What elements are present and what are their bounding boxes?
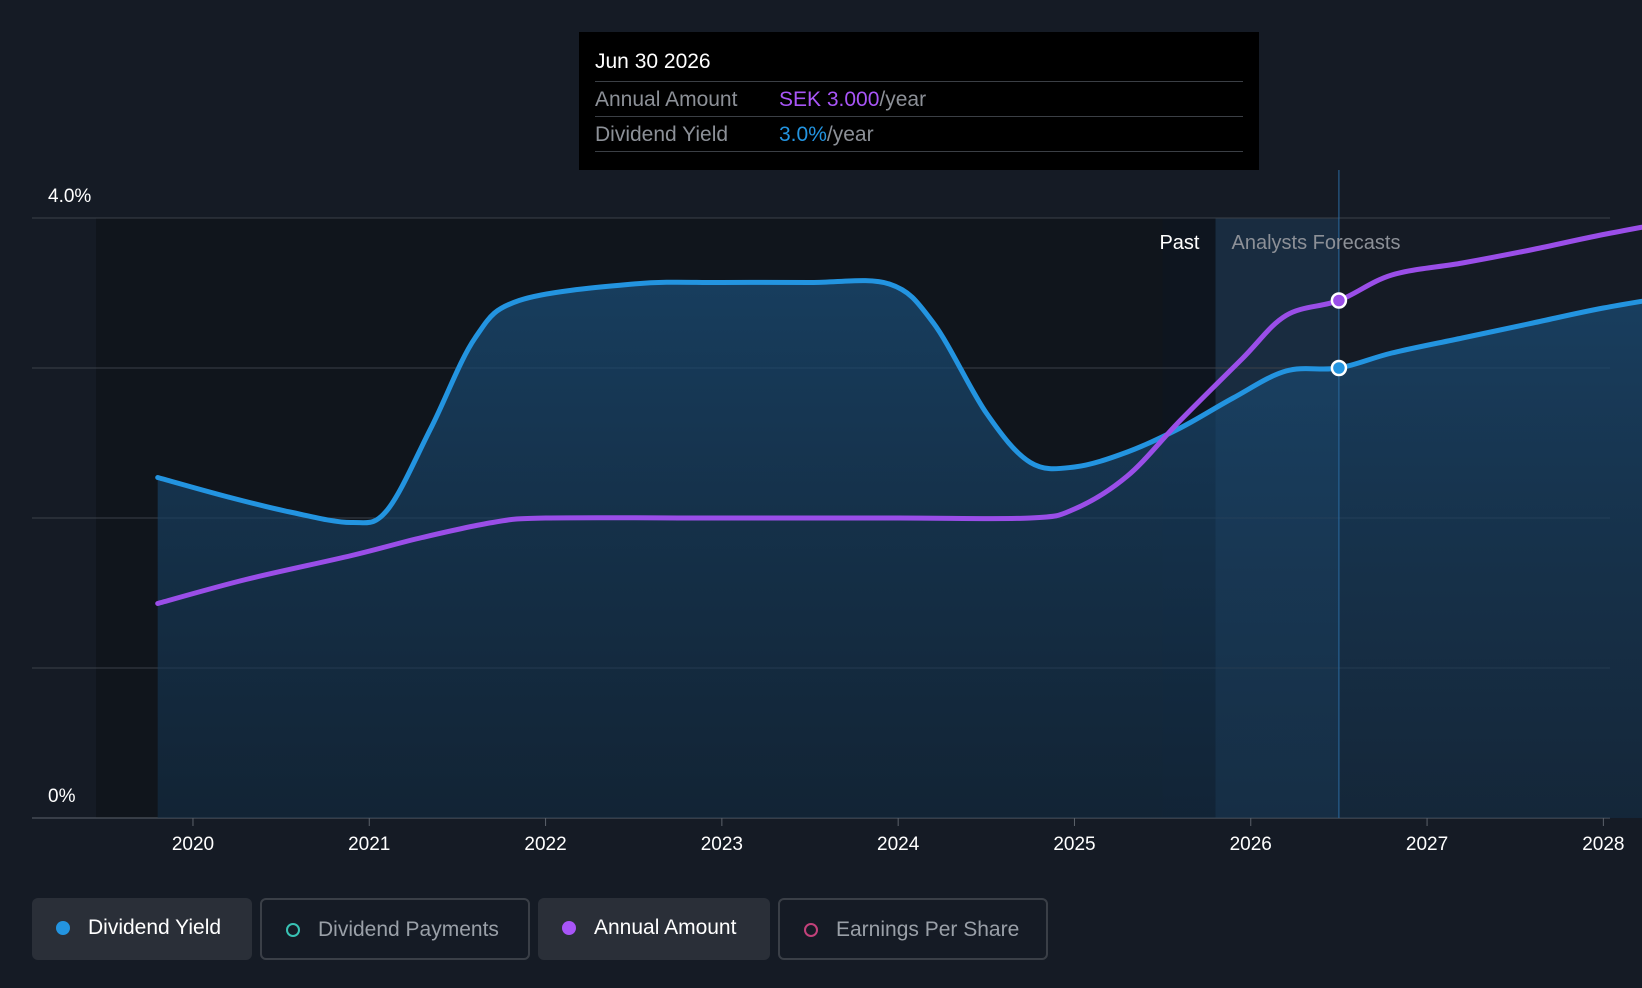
legend-earnings-per-share-label: Earnings Per Share (836, 918, 1020, 941)
legend-dividend-payments-label: Dividend Payments (318, 918, 499, 941)
legend-dividend-yield[interactable]: Dividend Yield (32, 898, 252, 960)
tooltip-annual-amount-label: Annual Amount (595, 88, 738, 111)
x-tick-label: 2027 (1406, 834, 1448, 855)
dividend-payments-ring-icon (286, 923, 300, 937)
legend-earnings-per-share[interactable]: Earnings Per Share (778, 898, 1048, 960)
x-tick-label: 2022 (524, 834, 566, 855)
past-label: Past (1159, 232, 1199, 254)
dividend-yield-highlight-point (1330, 359, 1348, 377)
legend-annual-amount[interactable]: Annual Amount (538, 898, 770, 960)
x-tick-label: 2023 (701, 834, 743, 855)
y-tick-label-min: 0% (48, 786, 76, 807)
tooltip-row-dividend-yield: Dividend Yield 3.0%/year (595, 116, 1243, 152)
x-tick-label: 2024 (877, 834, 920, 855)
tooltip-dividend-yield-label: Dividend Yield (595, 123, 729, 146)
tooltip-row-annual-amount: Annual Amount SEK 3.000/year (595, 81, 1243, 116)
dividend-yield-dot-icon (56, 921, 70, 935)
x-tick-label: 2025 (1053, 834, 1095, 855)
legend-dividend-payments[interactable]: Dividend Payments (260, 898, 530, 960)
legend-dividend-yield-label: Dividend Yield (88, 916, 222, 939)
chart-tooltip: Jun 30 2026 Annual Amount SEK 3.000/year… (579, 32, 1259, 170)
dividend-yield-line (155, 278, 1642, 526)
annual-amount-line (155, 224, 1642, 606)
tooltip-dividend-yield-suffix: /year (826, 123, 874, 146)
earnings-per-share-ring-icon (804, 923, 818, 937)
tooltip-date: Jun 30 2026 (595, 50, 711, 73)
tooltip-dividend-yield-value: 3.0% (779, 123, 827, 146)
x-tick-label: 2020 (172, 834, 214, 855)
x-tick-label: 2021 (348, 834, 390, 855)
annual-amount-highlight-point (1330, 292, 1348, 309)
x-tick-label: 2026 (1230, 834, 1272, 855)
forecast-label: Analysts Forecasts (1232, 232, 1401, 254)
annual-amount-dot-icon (562, 921, 576, 935)
x-tick-label: 2028 (1582, 834, 1624, 855)
tooltip-annual-amount-suffix: /year (879, 88, 927, 111)
tooltip-annual-amount-value: SEK 3.000 (779, 88, 880, 111)
legend-annual-amount-label: Annual Amount (594, 916, 737, 939)
dividend-yield-area (157, 280, 1642, 818)
y-tick-label-max: 4.0% (48, 186, 91, 207)
